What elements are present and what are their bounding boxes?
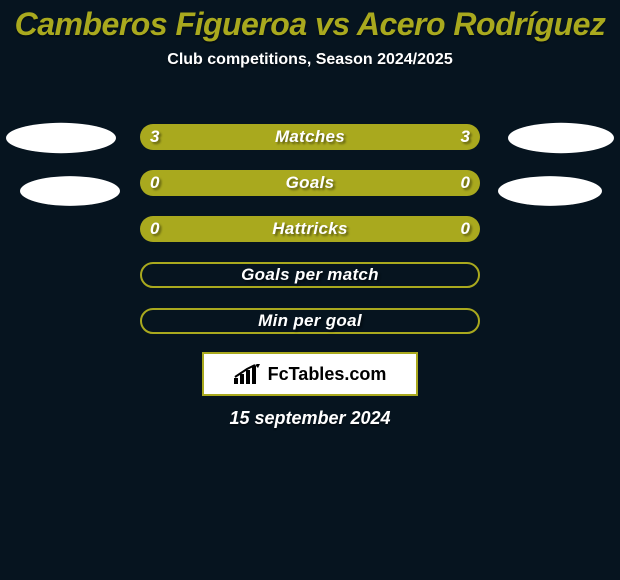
- stat-label: Min per goal: [140, 308, 480, 334]
- stat-label: Matches: [140, 124, 480, 150]
- stat-label: Goals per match: [140, 262, 480, 288]
- page-subtitle: Club competitions, Season 2024/2025: [0, 51, 620, 69]
- page-title: Camberos Figueroa vs Acero Rodríguez: [0, 0, 620, 43]
- source-logo: FcTables.com: [202, 352, 418, 396]
- stat-right-value: 0: [461, 170, 470, 196]
- stat-label: Hattricks: [140, 216, 480, 242]
- comparison-card: Camberos Figueroa vs Acero Rodríguez Clu…: [0, 0, 620, 580]
- bars-icon: [234, 364, 262, 384]
- stat-label: Goals: [140, 170, 480, 196]
- source-logo-text: FcTables.com: [268, 364, 387, 385]
- stat-row: 0 Hattricks 0: [0, 216, 620, 242]
- snapshot-date: 15 september 2024: [0, 408, 620, 429]
- stat-row: 0 Goals 0: [0, 170, 620, 196]
- stat-rows: 3 Matches 3 0 Goals 0 0 Hattricks 0 Goal…: [0, 124, 620, 354]
- stat-row: Min per goal: [0, 308, 620, 334]
- stat-right-value: 3: [461, 124, 470, 150]
- stat-row: Goals per match: [0, 262, 620, 288]
- stat-right-value: 0: [461, 216, 470, 242]
- stat-row: 3 Matches 3: [0, 124, 620, 150]
